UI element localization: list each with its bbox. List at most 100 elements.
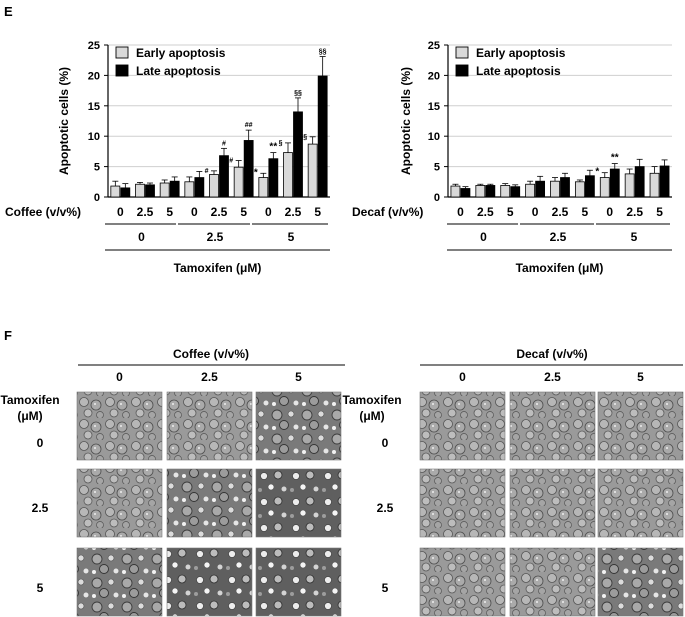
coffee-micrograph-col-label: 2.5 bbox=[201, 370, 218, 384]
decaf-early-apoptosis-bar bbox=[500, 185, 511, 198]
coffee-early-apoptosis-bar bbox=[209, 174, 219, 198]
coffee-late-apoptosis-bar bbox=[219, 155, 229, 198]
decaf-early-apoptosis-bar bbox=[574, 181, 585, 198]
decaf-legend-swatch bbox=[455, 64, 469, 77]
coffee-significance-mark: §§ bbox=[319, 49, 327, 56]
decaf-y-tick-label: 10 bbox=[428, 131, 440, 143]
coffee-category-label: 0 bbox=[265, 205, 272, 219]
coffee-significance-mark: § bbox=[279, 140, 283, 147]
decaf-category-label: 5 bbox=[507, 205, 514, 219]
coffee-category-label: 5 bbox=[166, 205, 173, 219]
decaf-treatment-label: Decaf (v/v%) bbox=[352, 205, 423, 219]
coffee-significance-mark: ** bbox=[269, 142, 277, 153]
panel-label-f: F bbox=[4, 328, 12, 343]
decaf-early-apoptosis-bar bbox=[599, 177, 610, 198]
decaf-micrograph-row-unit: (μM) bbox=[359, 409, 384, 423]
coffee-micrograph-image bbox=[166, 547, 253, 617]
decaf-micrograph-row-title: Tamoxifen bbox=[342, 393, 401, 407]
decaf-y-axis-title: Apoptotic cells (%) bbox=[399, 67, 413, 175]
coffee-micrograph-panel: Coffee (v/v%) 0 2.5 5 Tamoxifen (μM) 0 2.5 5 bbox=[0, 347, 345, 617]
coffee-late-apoptosis-bar bbox=[268, 158, 279, 198]
coffee-significance-mark: # bbox=[205, 168, 209, 175]
coffee-late-apoptosis-bar bbox=[145, 184, 155, 198]
decaf-micrograph-image bbox=[509, 547, 596, 617]
decaf-category-label: 5 bbox=[656, 205, 663, 219]
decaf-late-apoptosis-bar bbox=[609, 168, 620, 198]
coffee-early-apoptosis-bar bbox=[184, 181, 195, 198]
coffee-late-apoptosis-bar bbox=[243, 140, 254, 198]
coffee-significance-mark: # bbox=[222, 140, 226, 147]
coffee-micrograph-image bbox=[166, 391, 253, 461]
coffee-micrograph-image bbox=[76, 468, 163, 538]
coffee-early-apoptosis-bar bbox=[307, 143, 318, 198]
decaf-micrograph-row-label: 5 bbox=[382, 581, 389, 595]
coffee-micrograph-image bbox=[255, 391, 342, 461]
decaf-micrograph-image bbox=[419, 547, 506, 617]
decaf-micrograph-header: Decaf (v/v%) bbox=[516, 347, 587, 361]
coffee-micrograph-image bbox=[255, 468, 342, 538]
decaf-group-label: 2.5 bbox=[550, 230, 567, 244]
coffee-category-label: 5 bbox=[240, 205, 247, 219]
coffee-legend-swatch bbox=[115, 64, 129, 77]
panel-label-e: E bbox=[4, 4, 13, 19]
decaf-category-label: 2.5 bbox=[477, 205, 494, 219]
coffee-micrograph-col-label: 5 bbox=[295, 370, 302, 384]
coffee-micrograph-row-unit: (μM) bbox=[17, 409, 42, 423]
decaf-significance-mark: ** bbox=[611, 153, 619, 164]
coffee-micrograph-row-label: 2.5 bbox=[32, 501, 49, 515]
decaf-late-apoptosis-bar bbox=[535, 180, 546, 198]
decaf-y-tick-label: 0 bbox=[434, 192, 440, 204]
coffee-category-label: 2.5 bbox=[211, 205, 228, 219]
coffee-early-apoptosis-bar bbox=[283, 152, 293, 198]
decaf-micrograph-image bbox=[597, 391, 684, 461]
decaf-legend-label: Late apoptosis bbox=[476, 64, 561, 78]
decaf-group-label: 5 bbox=[631, 230, 638, 244]
coffee-category-label: 0 bbox=[117, 205, 124, 219]
decaf-micrograph-image bbox=[509, 468, 596, 538]
coffee-micrograph-row-title: Tamoxifen bbox=[0, 393, 59, 407]
decaf-late-apoptosis-bar bbox=[460, 188, 471, 198]
coffee-legend-label: Late apoptosis bbox=[136, 64, 221, 78]
decaf-category-label: 0 bbox=[606, 205, 613, 219]
decaf-early-apoptosis-bar bbox=[450, 185, 461, 198]
coffee-y-axis-title: Apoptotic cells (%) bbox=[57, 67, 71, 175]
decaf-micrograph-panel: Decaf (v/v%) 0 2.5 5 Tamoxifen (μM) 0 2.5 5 bbox=[342, 347, 684, 617]
coffee-micrograph-image bbox=[76, 391, 163, 461]
decaf-category-label: 2.5 bbox=[626, 205, 643, 219]
decaf-micrograph-image bbox=[419, 468, 506, 538]
coffee-category-label: 5 bbox=[314, 205, 321, 219]
coffee-significance-mark: ## bbox=[245, 122, 253, 129]
coffee-early-apoptosis-bar bbox=[233, 166, 244, 198]
coffee-micrograph-image bbox=[166, 468, 253, 538]
decaf-late-apoptosis-bar bbox=[485, 185, 496, 198]
coffee-category-label: 2.5 bbox=[285, 205, 302, 219]
coffee-micrograph-row-label: 5 bbox=[37, 581, 44, 595]
decaf-late-apoptosis-bar bbox=[584, 175, 595, 198]
decaf-group-label: 0 bbox=[480, 230, 487, 244]
decaf-late-apoptosis-bar bbox=[560, 177, 570, 198]
coffee-y-tick-label: 15 bbox=[88, 101, 100, 113]
coffee-group-label: 5 bbox=[288, 230, 295, 244]
coffee-micrograph-image bbox=[255, 547, 342, 617]
decaf-legend-label: Early apoptosis bbox=[476, 46, 566, 60]
decaf-category-label: 0 bbox=[457, 205, 464, 219]
decaf-early-apoptosis-bar bbox=[475, 185, 486, 198]
coffee-significance-mark: * bbox=[254, 167, 258, 178]
decaf-early-apoptosis-bar bbox=[649, 172, 660, 198]
coffee-late-apoptosis-bar bbox=[194, 177, 205, 198]
decaf-significance-mark: * bbox=[595, 167, 599, 178]
decaf-y-tick-label: 15 bbox=[428, 101, 440, 113]
decaf-micrograph-row-label: 2.5 bbox=[377, 501, 394, 515]
decaf-micrograph-col-label: 2.5 bbox=[544, 370, 561, 384]
decaf-y-tick-label: 20 bbox=[428, 70, 440, 82]
coffee-late-apoptosis-bar bbox=[293, 111, 303, 198]
coffee-y-tick-label: 20 bbox=[88, 70, 100, 82]
coffee-category-label: 0 bbox=[191, 205, 198, 219]
coffee-late-apoptosis-bar bbox=[317, 75, 328, 198]
coffee-significance-mark: §§ bbox=[294, 90, 302, 97]
decaf-group-axis-title: Tamoxifen (μM) bbox=[516, 261, 604, 275]
coffee-early-apoptosis-bar bbox=[159, 182, 170, 198]
coffee-micrograph-header: Coffee (v/v%) bbox=[173, 347, 249, 361]
